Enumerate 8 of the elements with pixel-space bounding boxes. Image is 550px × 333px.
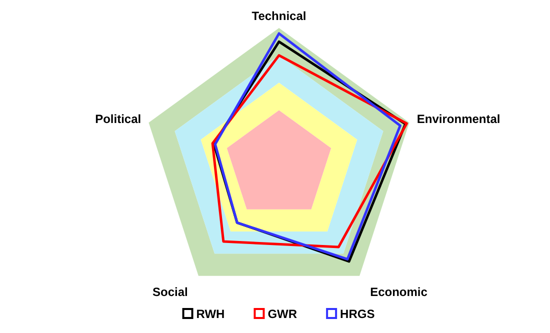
spoke-label: Economic <box>370 284 428 299</box>
spoke-label: Environmental <box>416 112 500 126</box>
spoke-label: Social <box>152 284 188 299</box>
spoke-label: Political <box>95 112 142 126</box>
spoke-label: Technical <box>252 9 306 23</box>
legend-label: HRGS <box>340 307 375 321</box>
legend-label: GWR <box>268 307 298 321</box>
legend-label: RWH <box>196 307 225 321</box>
